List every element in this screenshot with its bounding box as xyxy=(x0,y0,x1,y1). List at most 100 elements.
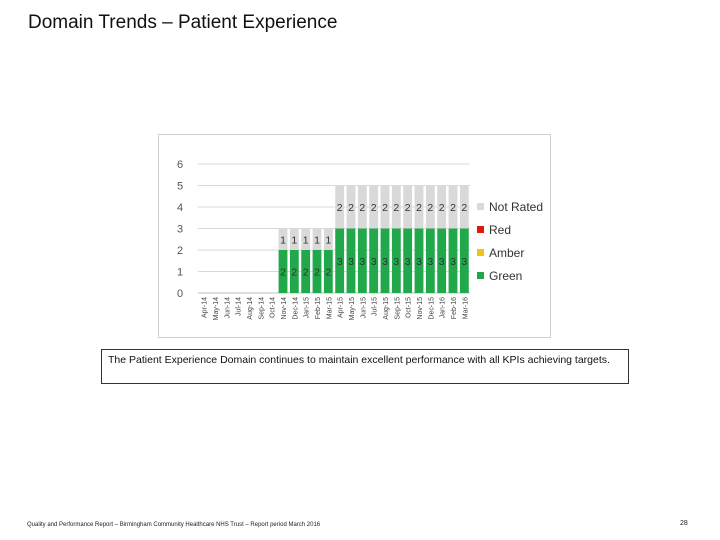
data-label: 2 xyxy=(291,267,297,279)
bar-segment-green xyxy=(403,228,413,293)
bar-segment-green xyxy=(312,250,322,293)
x-tick-label: Jun-14 xyxy=(224,297,231,319)
data-label: 3 xyxy=(382,256,388,268)
x-tick-label: Jan-15 xyxy=(304,297,311,319)
x-tick-label: Jul-14 xyxy=(236,297,243,316)
data-label: 1 xyxy=(314,234,320,246)
legend-item: Green xyxy=(477,264,549,287)
data-label: 2 xyxy=(416,202,422,214)
bar-segment-not-rated xyxy=(459,185,469,229)
bar-segment-green xyxy=(335,228,345,293)
data-label: 3 xyxy=(337,256,343,268)
x-tick-label: May-15 xyxy=(349,297,356,320)
x-tick-label: Jan-16 xyxy=(440,297,447,319)
chart-legend: Not Rated Red Amber Green xyxy=(477,195,549,287)
x-tick-label: Sep-15 xyxy=(394,297,401,320)
bar-segment-not-rated xyxy=(312,228,322,250)
bar-segment-green xyxy=(346,228,356,293)
caption-text: The Patient Experience Domain continues … xyxy=(108,354,610,366)
slide-title: Domain Trends – Patient Experience xyxy=(28,12,338,33)
bar-segment-not-rated xyxy=(403,185,413,229)
data-label: 3 xyxy=(461,256,467,268)
bar-segment-green xyxy=(414,228,424,293)
bar-segment-not-rated xyxy=(380,185,390,229)
caption-box: The Patient Experience Domain continues … xyxy=(101,349,629,384)
legend-swatch xyxy=(477,249,484,256)
bar-segment-green xyxy=(391,228,401,293)
data-label: 1 xyxy=(303,234,309,246)
data-label: 2 xyxy=(450,202,456,214)
bar-segment-green xyxy=(323,250,333,293)
data-label: 3 xyxy=(393,256,399,268)
bar-segment-green xyxy=(278,250,288,293)
data-label: 1 xyxy=(280,234,286,246)
bar-segment-not-rated xyxy=(414,185,424,229)
bar-segment-not-rated xyxy=(391,185,401,229)
data-label: 2 xyxy=(427,202,433,214)
x-tick-label: Feb-15 xyxy=(315,297,322,319)
legend-item: Amber xyxy=(477,241,549,264)
y-tick-label: 3 xyxy=(177,224,183,236)
bar-segment-not-rated xyxy=(301,228,311,250)
legend-item: Not Rated xyxy=(477,195,549,218)
stacked-bar-chart: 0 1 2 3 4 5 6 Apr-14 May-14 Jun-14 Jul-14 Aug-14 Sep… xyxy=(158,134,551,338)
x-tick-label: Oct-15 xyxy=(406,297,413,318)
data-label: 3 xyxy=(427,256,433,268)
legend-label: Green xyxy=(489,268,523,283)
footer-text: Quality and Performance Report – Birming… xyxy=(27,522,321,528)
data-label: 2 xyxy=(405,202,411,214)
x-tick-label: Aug-15 xyxy=(383,297,390,320)
data-label: 2 xyxy=(325,267,331,279)
y-tick-label: 2 xyxy=(177,245,183,257)
data-label: 2 xyxy=(439,202,445,214)
x-tick-label: Apr-14 xyxy=(202,297,209,318)
x-tick-label: Mar-16 xyxy=(462,297,469,319)
bar-segment-not-rated xyxy=(437,185,447,229)
x-tick-label: Nov-15 xyxy=(417,297,424,320)
bar-segment-green xyxy=(380,228,390,293)
legend-swatch xyxy=(477,226,484,233)
bar-segment-not-rated xyxy=(425,185,435,229)
x-tick-label: Feb-16 xyxy=(451,297,458,319)
data-label: 3 xyxy=(405,256,411,268)
data-label: 1 xyxy=(291,234,297,246)
legend-label: Red xyxy=(489,222,512,237)
bar-segment-green xyxy=(448,228,458,293)
bar-segment-green xyxy=(357,228,367,293)
y-tick-label: 6 xyxy=(177,159,183,171)
data-label: 3 xyxy=(450,256,456,268)
bar-segment-not-rated xyxy=(335,185,345,229)
data-label: 2 xyxy=(461,202,467,214)
data-label: 1 xyxy=(325,234,331,246)
x-tick-label: Jul-15 xyxy=(372,297,379,316)
data-label: 2 xyxy=(314,267,320,279)
bar-segment-not-rated xyxy=(346,185,356,229)
legend-item: Red xyxy=(477,218,549,241)
x-tick-label: Dec-14 xyxy=(292,297,299,320)
bar-segment-not-rated xyxy=(278,228,288,250)
bar-segment-not-rated xyxy=(289,228,299,250)
bar-segment-green xyxy=(301,250,311,293)
legend-swatch xyxy=(477,272,484,279)
data-label: 3 xyxy=(348,256,354,268)
data-label: 3 xyxy=(371,256,377,268)
legend-label: Not Rated xyxy=(489,199,544,214)
bar-segment-green xyxy=(437,228,447,293)
bar-segment-green xyxy=(369,228,379,293)
legend-swatch xyxy=(477,203,484,210)
y-tick-label: 0 xyxy=(177,288,183,300)
data-label: 2 xyxy=(371,202,377,214)
y-tick-label: 5 xyxy=(177,181,183,193)
data-label: 3 xyxy=(416,256,422,268)
x-tick-label: May-14 xyxy=(213,297,220,320)
x-tick-label: Dec-15 xyxy=(428,297,435,320)
x-tick-label: Apr-15 xyxy=(338,297,345,318)
bar-segment-green xyxy=(425,228,435,293)
y-tick-label: 1 xyxy=(177,267,183,279)
x-tick-label: Sep-14 xyxy=(258,297,265,320)
data-label: 2 xyxy=(382,202,388,214)
data-label: 2 xyxy=(337,202,343,214)
data-label: 3 xyxy=(359,256,365,268)
bar-segment-not-rated xyxy=(448,185,458,229)
